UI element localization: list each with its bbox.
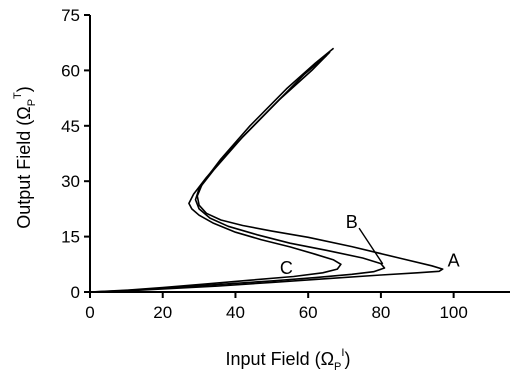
x-tick-label: 100 xyxy=(439,303,467,322)
y-axis-title-close: ) xyxy=(14,86,34,92)
x-axis-title-sub: P xyxy=(334,361,341,373)
axes xyxy=(89,15,510,293)
x-axis-title-sup: I xyxy=(341,347,344,359)
series-line-C xyxy=(89,54,342,293)
y-axis-title-main: Output Field (Ω xyxy=(14,106,34,229)
y-tick-label: 45 xyxy=(61,117,80,136)
y-tick-label: 75 xyxy=(61,6,80,25)
y-tick-label: 15 xyxy=(61,228,80,247)
leader-line-B xyxy=(358,227,384,265)
series-line-B xyxy=(89,51,386,293)
y-axis-title-sub: P xyxy=(26,99,38,106)
y-axis-title-sup: T xyxy=(12,92,24,99)
ticks: 0 20 40 60 80 100 0 15 30 45 60 75 xyxy=(61,6,468,322)
curve-labels: A B C xyxy=(280,212,460,278)
x-axis-title-close: ) xyxy=(344,349,350,369)
x-tick-label: 60 xyxy=(299,303,318,322)
curve-label-B: B xyxy=(346,212,358,232)
x-axis-title-main: Input Field (Ω xyxy=(226,349,335,369)
curve-label-A: A xyxy=(448,251,460,271)
curves xyxy=(89,47,444,293)
y-tick-label: 30 xyxy=(61,172,80,191)
y-tick-label: 0 xyxy=(71,283,80,302)
x-tick-label: 0 xyxy=(85,303,94,322)
x-axis-title: Input Field (ΩPI) xyxy=(226,347,351,373)
x-tick-label: 40 xyxy=(226,303,245,322)
curve-label-C: C xyxy=(280,258,293,278)
series-line-A xyxy=(89,47,444,293)
y-axis-title: Output Field (ΩPT) xyxy=(12,86,38,229)
x-tick-label: 20 xyxy=(153,303,172,322)
y-tick-label: 60 xyxy=(61,61,80,80)
x-tick-label: 80 xyxy=(371,303,390,322)
